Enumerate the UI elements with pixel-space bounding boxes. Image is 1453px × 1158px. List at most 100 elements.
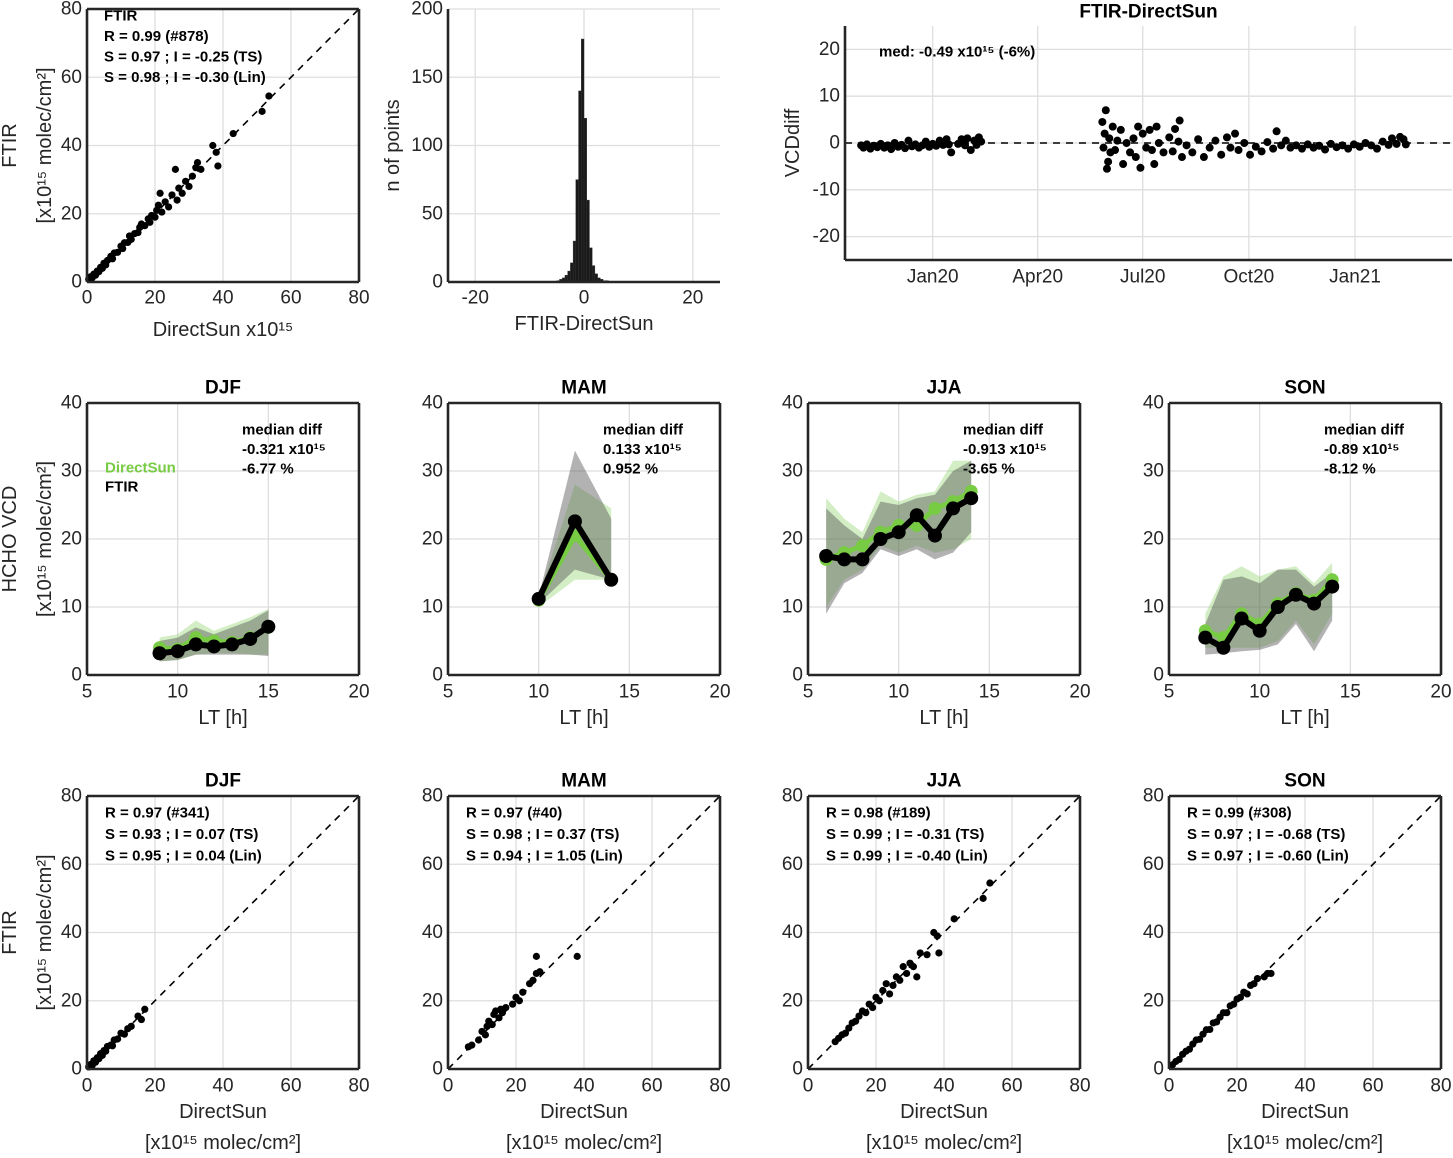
series-marker-ftir	[1198, 630, 1213, 645]
legend-entry-ftir: FTIR	[105, 479, 138, 496]
series-marker-ftir	[152, 646, 167, 661]
scatter-point	[158, 208, 166, 216]
scatter-point	[212, 148, 220, 156]
plot-area	[845, 106, 1452, 173]
y-axis-label: FTIR	[0, 123, 21, 167]
x-tick-label: 10	[1249, 682, 1270, 703]
series-marker-ftir	[1270, 600, 1285, 614]
panel-title: JJA	[927, 378, 962, 399]
x-tick-label: Jan21	[1329, 267, 1381, 288]
x-axis-label: [x10¹⁵ molec/cm²]	[866, 1132, 1022, 1154]
x-axis-label: FTIR-DirectSun	[515, 313, 654, 335]
scatter-point	[508, 1000, 517, 1008]
scatter-point	[1226, 143, 1235, 152]
histogram-bar	[581, 38, 585, 283]
scatter-point	[1355, 142, 1364, 151]
x-tick-label: 15	[258, 682, 279, 703]
y-tick-label: 80	[422, 786, 443, 807]
scatter-point	[495, 1014, 503, 1022]
x-tick-label: 60	[280, 1076, 301, 1097]
stats-annotation: FTIR	[104, 8, 137, 25]
scatter-point	[146, 218, 154, 226]
scatter-point	[171, 165, 179, 173]
series-marker-ftir	[855, 552, 870, 567]
y-tick-label: 40	[61, 922, 82, 943]
series-marker-ftir	[1307, 596, 1322, 611]
scatter-point	[185, 182, 193, 191]
x-axis-label: DirectSun	[179, 1101, 267, 1123]
series-marker-ftir	[206, 639, 221, 654]
scatter-point	[156, 189, 164, 197]
y-tick-label: 0	[432, 272, 443, 293]
x-axis-label: LT [h]	[198, 707, 247, 729]
scatter-point	[114, 1035, 122, 1043]
scatter-point	[875, 997, 884, 1005]
y-tick-label: 60	[782, 854, 803, 875]
y-tick-label: 30	[61, 461, 82, 482]
stats-annotation: S = 0.97 ; I = -0.25 (TS)	[104, 49, 262, 66]
scatter-point	[1175, 116, 1184, 125]
panel-2: Jan20 Apr20 Jul20 Oct20 Jan21 -20 -10 0 10 20 FTIR…	[782, 2, 1452, 288]
scatter-point	[1401, 140, 1410, 149]
y-tick-label: 20	[782, 529, 803, 550]
scatter-point	[178, 189, 186, 197]
stats-annotation: -0.321 x10¹⁵	[242, 441, 326, 458]
stats-annotation: S = 0.97 ; I = -0.60 (Lin)	[1187, 848, 1349, 865]
stats-annotation: median diff	[1324, 422, 1405, 439]
scatter-point	[182, 177, 190, 185]
y-tick-label: 20	[61, 203, 82, 224]
stats-annotation: R = 0.99 (#308)	[1187, 805, 1292, 822]
scatter-point	[1387, 134, 1396, 143]
x-tick-label: Jan20	[907, 267, 959, 288]
x-tick-label: 20	[144, 1076, 165, 1097]
x-axis-label: [x10¹⁵ molec/cm²]	[506, 1132, 662, 1154]
x-tick-label: Jul20	[1120, 267, 1165, 288]
x-axis-label: LT [h]	[1280, 707, 1329, 729]
scatter-point	[258, 107, 266, 115]
series-marker-ftir	[261, 619, 276, 634]
scatter-point	[935, 949, 943, 957]
scatter-point	[1182, 141, 1191, 150]
scatter-point	[1185, 1045, 1193, 1053]
series-marker-ftir	[891, 525, 906, 540]
y-tick-label: 10	[1143, 597, 1164, 618]
scatter-point	[1099, 143, 1108, 152]
scatter-point	[151, 213, 159, 221]
scatter-point	[229, 129, 237, 138]
scatter-point	[141, 1005, 149, 1013]
scatter-point	[896, 976, 904, 984]
series-marker-ftir	[604, 572, 619, 587]
x-tick-label: 40	[212, 288, 233, 309]
series-marker-ftir	[964, 491, 979, 506]
panel-8: 0 20 40 60 80 0 20 40 60 80 MAM DirectSun [x10¹⁵ mol…	[422, 771, 731, 1155]
scatter-point	[1147, 146, 1156, 155]
scatter-point	[909, 963, 918, 971]
scatter-point	[901, 144, 910, 153]
histogram-bar	[567, 270, 571, 283]
x-axis-label: DirectSun	[1261, 1101, 1349, 1123]
scatter-point	[944, 140, 953, 149]
scatter-point	[1138, 129, 1147, 138]
x-tick-label: 0	[803, 1076, 814, 1097]
scatter-point	[869, 1003, 877, 1012]
panel-6: 5 10 15 20 0 10 20 30 40 SON LT [h] median diff -0.8…	[1143, 378, 1452, 730]
y-axis-label: n of points	[382, 99, 404, 191]
stats-annotation: S = 0.95 ; I = 0.04 (Lin)	[105, 848, 262, 865]
scatter-point	[1253, 974, 1261, 983]
scatter-point	[1102, 164, 1111, 173]
panel-title: MAM	[561, 378, 606, 399]
x-tick-label: 10	[888, 682, 909, 703]
x-tick-label: 80	[348, 1076, 369, 1097]
panel-3: 5 10 15 20 0 10 20 30 40 DJF LT [h] HCHO VCD [x10¹⁵ …	[0, 378, 370, 730]
x-tick-label: Apr20	[1012, 267, 1063, 288]
scatter-point	[488, 1021, 496, 1029]
plot-area	[1198, 562, 1340, 655]
histogram-bar	[570, 262, 574, 283]
y-tick-label: 80	[61, 0, 82, 20]
scatter-point	[536, 968, 544, 976]
scatter-point	[175, 184, 183, 192]
scatter-point	[1230, 1000, 1238, 1008]
panel-title: MAM	[561, 771, 606, 792]
scatter-point	[1119, 160, 1128, 169]
scatter-point	[168, 191, 176, 199]
